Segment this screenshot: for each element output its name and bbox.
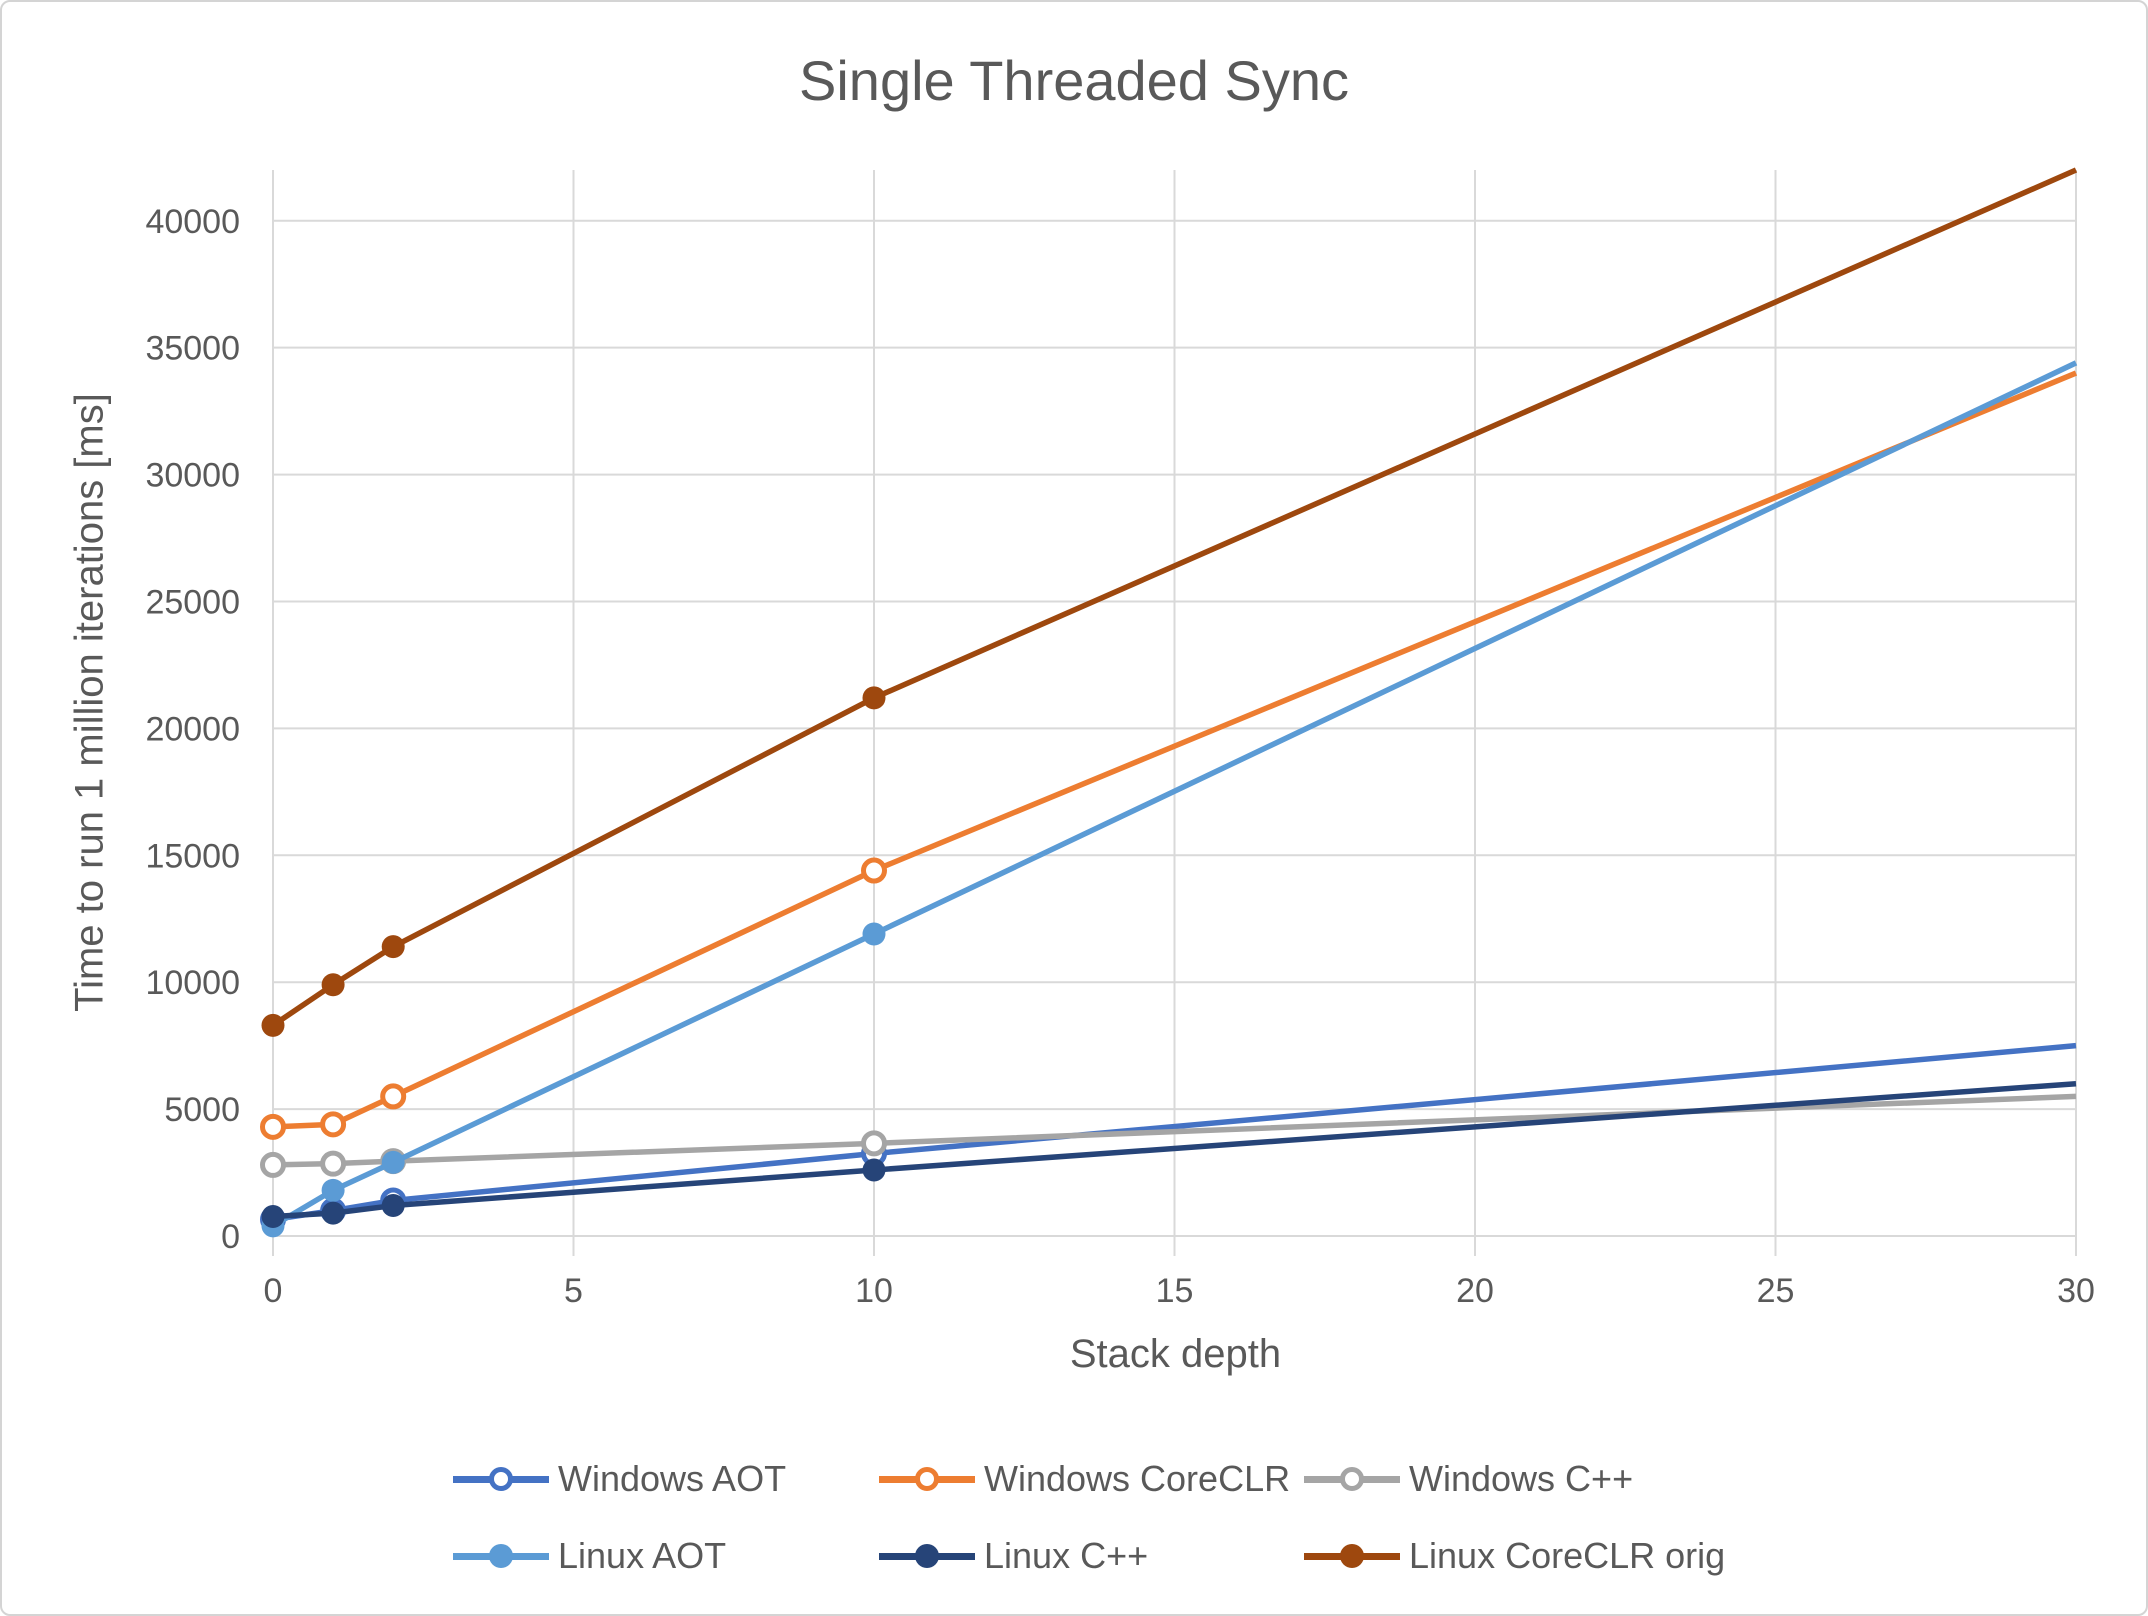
y-tick-label: 10000 — [145, 964, 240, 1002]
data-marker-windows-coreclr — [320, 1111, 347, 1138]
legend-label-windows-coreclr: Windows CoreCLR — [984, 1458, 1291, 1499]
y-tick-label: 25000 — [145, 583, 240, 621]
legend-line-linux-coreclr-orig — [1304, 1544, 1400, 1568]
data-marker-linux-aot — [321, 1178, 345, 1202]
legend-line-linux-c- — [879, 1544, 975, 1568]
legend-label-linux-aot: Linux AOT — [558, 1535, 727, 1576]
data-marker-linux-coreclr-orig — [381, 935, 405, 959]
x-tick-label: 20 — [1456, 1272, 1494, 1310]
legend-marker-windows-c- — [1340, 1467, 1364, 1491]
legend-line-windows-c- — [1304, 1467, 1400, 1491]
x-tick-label: 15 — [1156, 1272, 1194, 1310]
legend-marker-linux-coreclr-orig — [1340, 1544, 1364, 1568]
y-axis-title: Time to run 1 million iterations [ms] — [67, 393, 112, 1012]
data-marker-windows-coreclr — [380, 1083, 407, 1110]
data-marker-linux-c- — [862, 1158, 886, 1182]
x-tick-label: 0 — [264, 1272, 283, 1310]
x-tick-label: 30 — [2057, 1272, 2095, 1310]
data-marker-windows-c- — [320, 1150, 347, 1177]
y-tick-label: 20000 — [145, 710, 240, 748]
legend-line-windows-coreclr — [879, 1467, 975, 1491]
data-marker-linux-coreclr-orig — [261, 1013, 285, 1037]
data-marker-windows-coreclr — [260, 1113, 286, 1140]
legend-label-windows-c-: Windows C++ — [1409, 1458, 1634, 1499]
legend-item-windows-aot: Windows AOT — [453, 1455, 786, 1503]
legend-marker-windows-aot — [489, 1467, 513, 1491]
legend-marker-linux-c- — [915, 1544, 939, 1568]
legend-item-linux-aot: Linux AOT — [453, 1532, 726, 1580]
legend-label-windows-aot: Windows AOT — [558, 1458, 787, 1499]
data-marker-linux-c- — [261, 1204, 285, 1228]
tick-labels: 0 5000 10000 15000 20000 25000 30000 35000 40000… — [145, 203, 2094, 1310]
y-tick-label: 40000 — [145, 203, 240, 241]
y-tick-label: 35000 — [145, 330, 240, 368]
data-marker-linux-aot — [381, 1150, 405, 1174]
data-marker-linux-aot — [862, 922, 886, 946]
y-tick-label: 15000 — [145, 837, 240, 875]
legend-marker-linux-aot — [489, 1544, 513, 1568]
legend-marker-windows-coreclr — [915, 1467, 939, 1491]
chart-title: Single Threaded Sync — [799, 49, 1349, 112]
y-tick-label: 5000 — [164, 1091, 240, 1129]
data-marker-linux-coreclr-orig — [321, 973, 345, 997]
data-marker-windows-c- — [260, 1151, 286, 1178]
data-marker-windows-coreclr — [861, 857, 887, 884]
data-marker-windows-c- — [861, 1130, 887, 1157]
x-tick-label: 5 — [564, 1272, 583, 1310]
legend-line-linux-aot — [453, 1544, 549, 1568]
data-marker-linux-c- — [321, 1201, 345, 1225]
legend-item-windows-coreclr: Windows CoreCLR — [879, 1455, 1290, 1503]
series-group — [260, 167, 2078, 1238]
y-tick-label: 0 — [221, 1218, 240, 1256]
x-tick-label: 25 — [1757, 1272, 1795, 1310]
data-marker-linux-coreclr-orig — [862, 686, 886, 710]
legend-label-linux-coreclr-orig: Linux CoreCLR orig — [1409, 1535, 1726, 1576]
data-marker-linux-c- — [381, 1194, 405, 1218]
legend-label-linux-c-: Linux C++ — [984, 1535, 1149, 1576]
x-axis-title: Stack depth — [1069, 1332, 1282, 1376]
legend-item-windows-c-: Windows C++ — [1304, 1455, 1633, 1503]
legend-line-windows-aot — [453, 1467, 549, 1491]
legend-item-linux-c-: Linux C++ — [879, 1532, 1148, 1580]
gridlines — [272, 170, 2077, 1256]
y-tick-label: 30000 — [145, 457, 240, 495]
x-tick-label: 10 — [855, 1272, 893, 1310]
legend-item-linux-coreclr-orig: Linux CoreCLR orig — [1304, 1532, 1725, 1580]
